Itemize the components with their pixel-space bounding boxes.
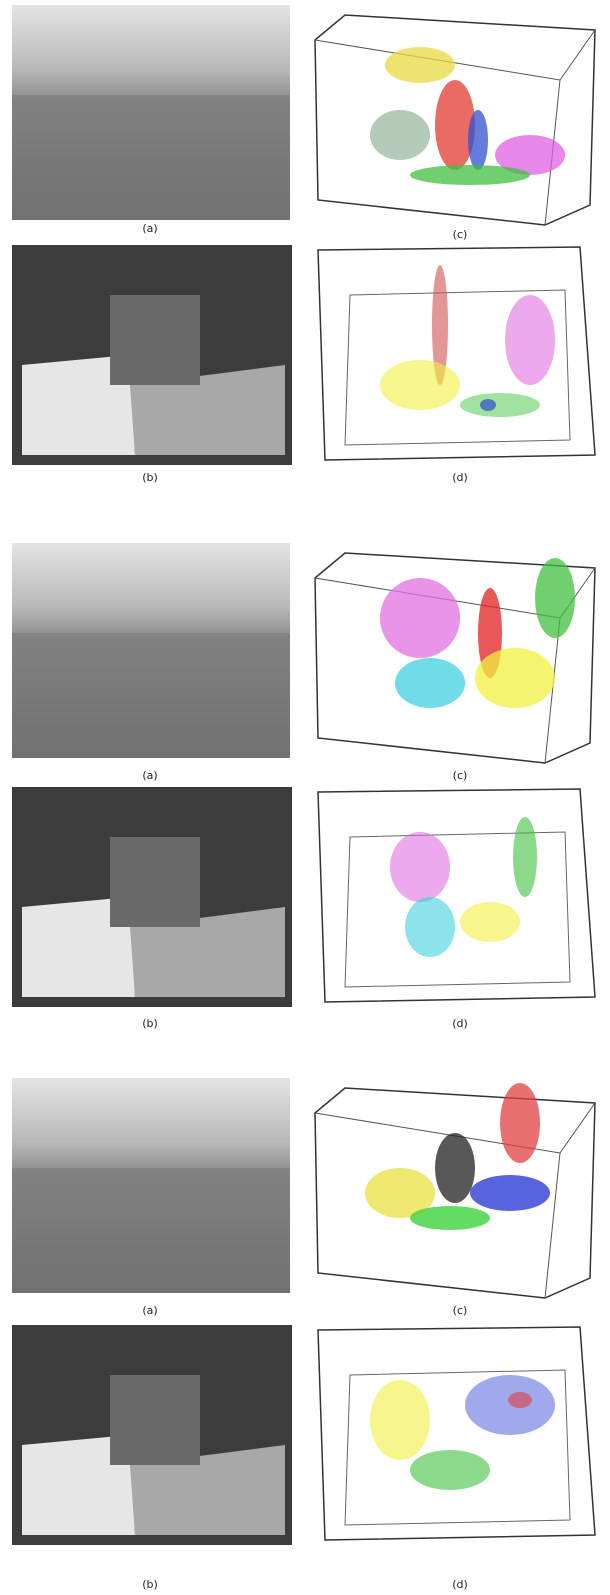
point-cloud	[370, 1380, 430, 1460]
subfigure-label: (b)	[142, 1017, 158, 1030]
point-cloud	[508, 1392, 532, 1408]
depth-region	[110, 295, 200, 385]
wireframe	[314, 552, 596, 764]
subfigure-label: (b)	[142, 1578, 158, 1591]
wireframe	[314, 29, 596, 81]
point-cloud	[410, 1206, 490, 1230]
point-cloud	[365, 1168, 435, 1218]
subfigure-label: (c)	[453, 769, 468, 782]
point-cloud	[380, 578, 460, 658]
point-cloud	[480, 399, 496, 411]
depth-region	[22, 355, 135, 455]
point-cloud	[460, 393, 540, 417]
depth-region	[130, 365, 285, 455]
wireframe	[317, 246, 596, 461]
subfigure-label: (a)	[142, 1304, 157, 1317]
point-cloud	[432, 265, 448, 385]
depth-region	[22, 1435, 135, 1535]
depth-region	[110, 1375, 200, 1465]
point-cloud	[468, 110, 488, 170]
subfigure-label: (a)	[142, 222, 157, 235]
point-cloud	[435, 80, 475, 170]
point-cloud	[370, 110, 430, 160]
wireframe	[317, 788, 596, 1003]
point-cloud	[385, 47, 455, 83]
subfigure-label: (c)	[453, 228, 468, 241]
subfigure-label: (a)	[142, 769, 157, 782]
point-cloud	[475, 648, 555, 708]
photo-ground	[12, 1168, 290, 1293]
subfigure-label: (c)	[453, 1304, 468, 1317]
point-cloud	[460, 902, 520, 942]
point-cloud	[495, 135, 565, 175]
wireframe	[544, 1152, 561, 1299]
wireframe	[544, 617, 561, 764]
depth-region	[130, 1445, 285, 1535]
photo-ground	[12, 95, 290, 220]
point-cloud	[513, 817, 537, 897]
point-cloud	[505, 295, 555, 385]
depth-region	[110, 837, 200, 927]
wireframe	[314, 14, 596, 226]
point-cloud	[435, 1133, 475, 1203]
wireframe	[317, 1326, 596, 1541]
wireframe	[314, 1087, 596, 1299]
depth-region	[22, 897, 135, 997]
wireframe	[344, 831, 571, 988]
wireframe	[344, 289, 571, 446]
subfigure-label: (d)	[452, 471, 468, 484]
depth-region	[130, 907, 285, 997]
subfigure-label: (d)	[452, 1017, 468, 1030]
subfigure-label: (b)	[142, 471, 158, 484]
point-cloud	[465, 1375, 555, 1435]
point-cloud	[535, 558, 575, 638]
wireframe	[344, 1369, 571, 1526]
point-cloud	[470, 1175, 550, 1211]
point-cloud	[500, 1083, 540, 1163]
point-cloud	[390, 832, 450, 902]
point-cloud	[405, 897, 455, 957]
point-cloud	[410, 165, 530, 185]
point-cloud	[395, 658, 465, 708]
photo-ground	[12, 633, 290, 758]
subfigure-label: (d)	[452, 1578, 468, 1591]
point-cloud	[410, 1450, 490, 1490]
point-cloud	[380, 360, 460, 410]
